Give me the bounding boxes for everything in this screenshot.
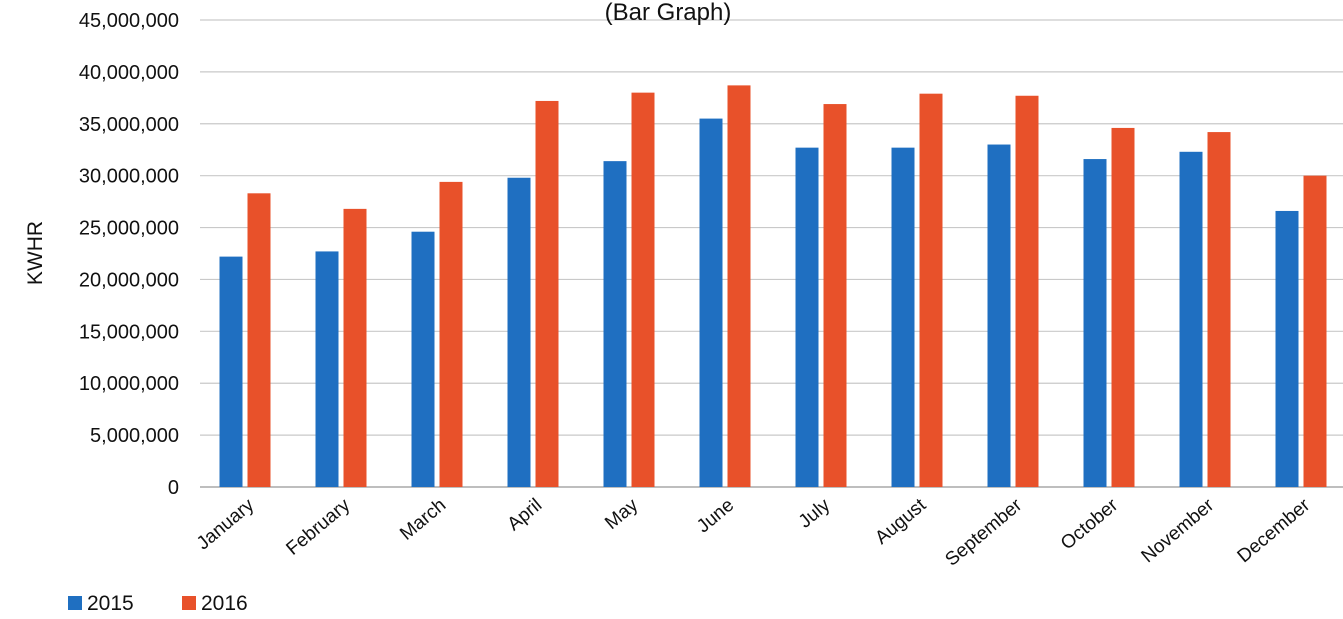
bar-2016-december (1303, 175, 1327, 487)
y-tick-label: 35,000,000 (79, 114, 179, 136)
x-tick-label: August (871, 494, 930, 549)
legend: 2015 2016 (68, 592, 248, 615)
bar-2015-september (987, 144, 1011, 488)
x-tick-label: December (1234, 494, 1315, 567)
bar-2015-february (315, 251, 339, 487)
bar-2016-march (439, 181, 463, 488)
x-tick-label: September (942, 494, 1027, 570)
y-tick-label: 10,000,000 (79, 373, 179, 395)
y-tick-label: 25,000,000 (79, 218, 179, 240)
legend-label-2015: 2015 (87, 592, 134, 615)
bar-2016-june (727, 85, 751, 487)
chart-title: (Bar Graph) (605, 0, 732, 26)
x-axis-ticks: January February March April May June July Augu… (193, 494, 1315, 570)
bar-2016-february (343, 208, 367, 487)
y-tick-label: 40,000,000 (79, 62, 179, 84)
y-tick-label: 15,000,000 (79, 321, 179, 343)
bar-2016-october (1111, 127, 1135, 487)
y-axis-title: KWHR (24, 221, 47, 285)
bar-2016-november (1207, 132, 1231, 487)
x-tick-label: November (1138, 494, 1219, 567)
gridlines (200, 19, 1343, 488)
x-tick-label: March (396, 495, 450, 545)
y-tick-label: 0 (168, 477, 179, 499)
bar-2016-january (247, 193, 271, 487)
x-tick-label: October (1057, 494, 1123, 554)
legend-swatch-2015 (68, 596, 82, 610)
bar-2015-october (1083, 159, 1107, 487)
bar-2016-july (823, 104, 847, 487)
bar-2015-november (1179, 151, 1203, 487)
bar-2016-september (1015, 95, 1039, 487)
y-axis-ticks: 0 5,000,000 10,000,000 15,000,000 20,000,000… (79, 10, 179, 499)
x-tick-label: July (795, 494, 835, 532)
bar-2015-may (603, 161, 627, 488)
legend-swatch-2016 (182, 596, 196, 610)
y-tick-label: 20,000,000 (79, 269, 179, 291)
y-tick-label: 5,000,000 (90, 425, 179, 447)
bar-2015-december (1275, 210, 1299, 487)
bar-2015-march (411, 231, 435, 487)
bars (219, 85, 1327, 488)
bar-2016-april (535, 100, 559, 488)
x-tick-label: June (693, 495, 738, 538)
bar-2015-january (219, 256, 243, 487)
legend-label-2016: 2016 (201, 592, 248, 615)
bar-2015-april (507, 177, 531, 487)
x-tick-label: January (193, 494, 259, 554)
y-tick-label: 30,000,000 (79, 166, 179, 188)
y-tick-label: 45,000,000 (79, 10, 179, 32)
bar-2015-july (795, 147, 819, 487)
bar-2015-june (699, 118, 723, 487)
x-tick-label: February (282, 494, 354, 559)
bar-2015-august (891, 147, 915, 487)
bar-2016-august (919, 93, 943, 487)
x-tick-label: May (601, 494, 642, 533)
x-tick-label: April (504, 495, 547, 536)
bar-2016-may (631, 92, 655, 488)
